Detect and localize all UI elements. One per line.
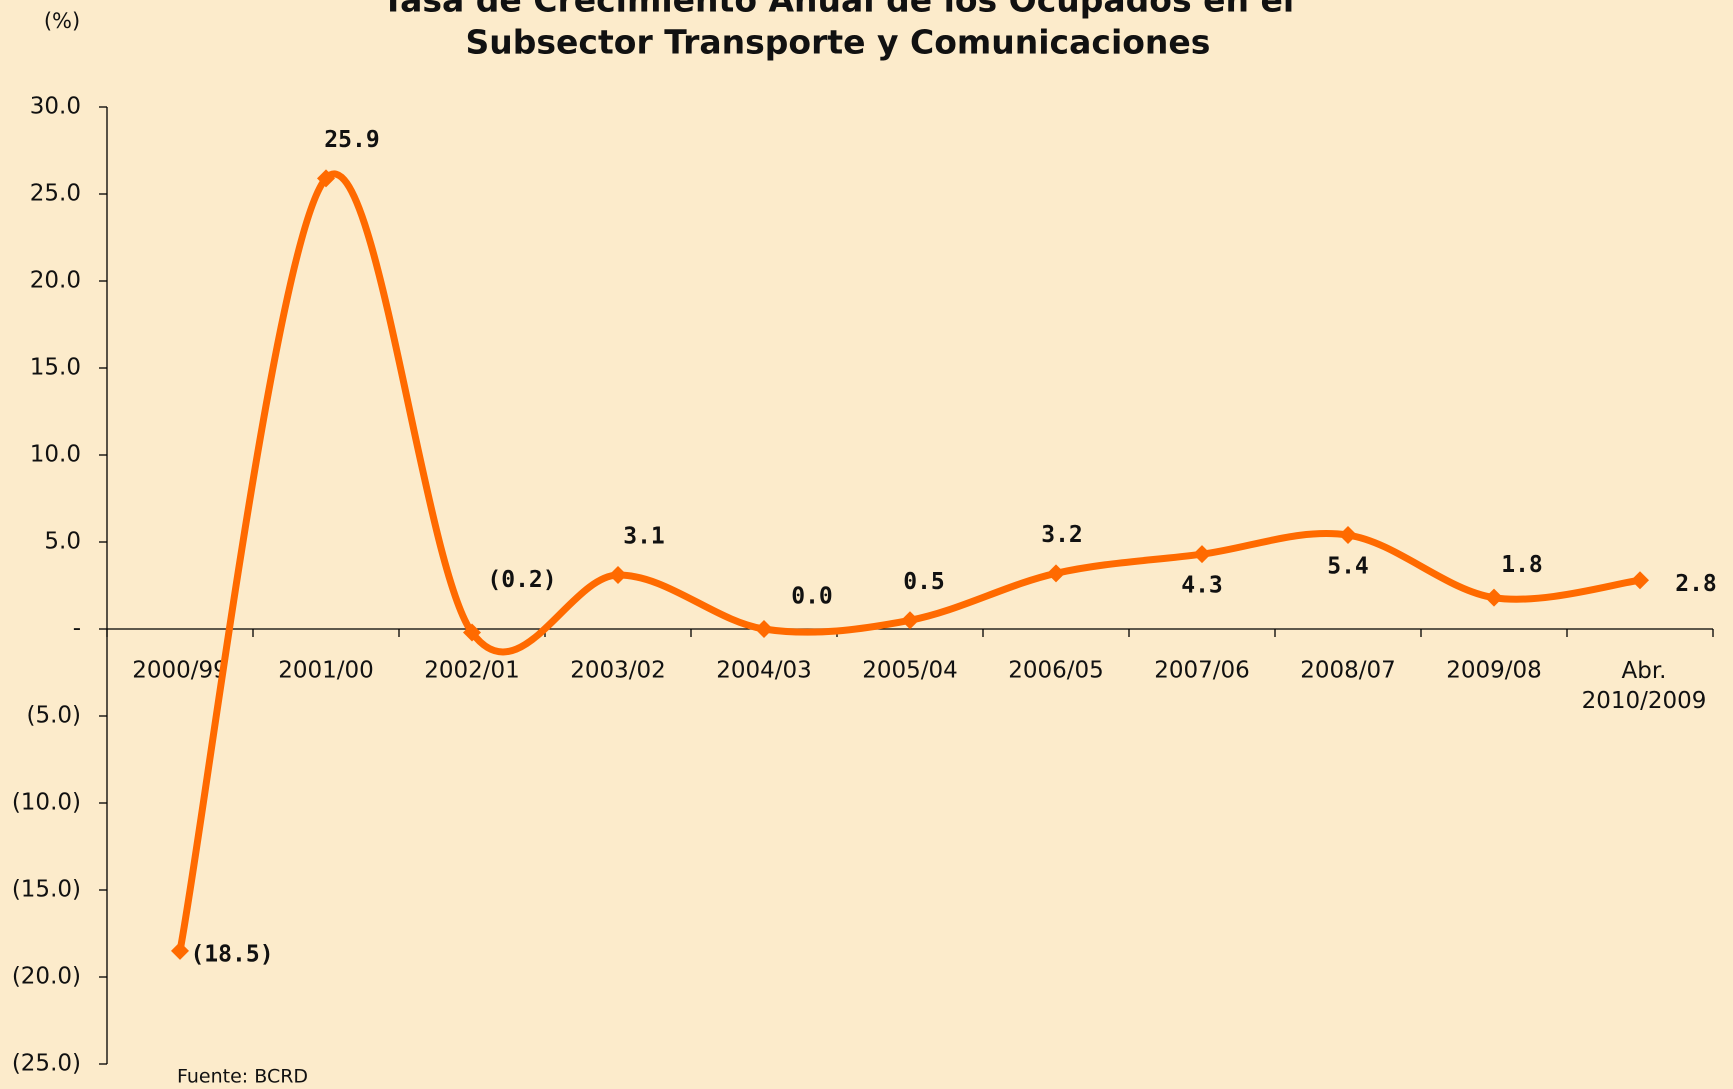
y-tick-label: 20.0 [30, 268, 81, 294]
x-tick-label: 2008/07 [1300, 658, 1396, 684]
marker [609, 566, 627, 585]
x-tick-label: 2002/01 [424, 658, 520, 684]
y-tick-label: (5.0) [26, 703, 81, 729]
marker [1631, 571, 1649, 590]
y-tick-label: (10.0) [12, 790, 81, 816]
data-label: 25.9 [324, 127, 379, 153]
marker [317, 169, 335, 188]
data-label: (0.2) [487, 567, 556, 593]
x-tick-label: 2000/99 [132, 658, 228, 684]
x-tick-label: 2009/08 [1446, 658, 1542, 684]
y-tick-label: (15.0) [12, 877, 81, 903]
chart-title: Subsector Transporte y Comunicaciones [466, 23, 1211, 62]
marker [755, 620, 773, 638]
chart-title: Tasa de Crecimiento Anual de los Ocupado… [382, 0, 1294, 20]
x-tick-label: Abr. 2010/2009 [1582, 658, 1707, 714]
x-tick-label: 2007/06 [1154, 658, 1250, 684]
marker [171, 941, 189, 960]
y-tick-label: 10.0 [30, 442, 81, 468]
data-label: 0.0 [791, 584, 833, 610]
y-tick-label: (25.0) [12, 1051, 81, 1077]
data-label: (18.5) [190, 941, 273, 967]
x-tick-label: 2001/00 [278, 658, 374, 684]
x-tick-label: 2005/04 [862, 658, 958, 684]
y-tick-label: 25.0 [30, 181, 81, 207]
data-label: 3.2 [1041, 522, 1083, 548]
y-tick-label: 15.0 [30, 355, 81, 381]
x-tick-label: 2006/05 [1008, 658, 1104, 684]
data-label: 0.5 [903, 569, 945, 595]
marker [1193, 545, 1211, 564]
y-tick-label: - [73, 616, 81, 642]
x-tick-label: 2003/02 [570, 658, 666, 684]
y-axis-label: (%) [44, 9, 80, 33]
data-label: 1.8 [1501, 552, 1543, 578]
marker [1339, 526, 1357, 545]
data-label: 5.4 [1327, 554, 1369, 580]
data-label: 4.3 [1181, 573, 1223, 599]
y-tick-label: 30.0 [30, 94, 81, 120]
marker [463, 623, 481, 642]
y-tick-label: 5.0 [44, 529, 81, 555]
marker [1047, 564, 1065, 583]
y-tick-label: (20.0) [12, 964, 81, 990]
marker [1485, 588, 1503, 607]
x-tick-label: 2004/03 [716, 658, 812, 684]
marker [901, 611, 919, 630]
data-label: 3.1 [623, 524, 665, 550]
data-label: 2.8 [1675, 571, 1717, 597]
source-note: Fuente: BCRD [177, 1066, 308, 1088]
